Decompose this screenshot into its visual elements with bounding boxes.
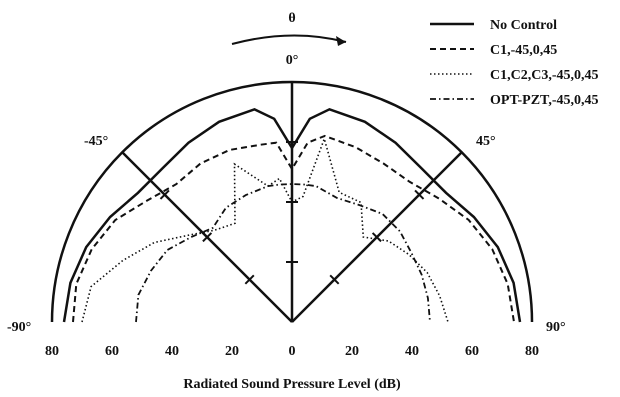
series-line-2 <box>81 136 449 323</box>
radial-tick-6: 40 <box>405 344 419 359</box>
angle-label-minus45: -45° <box>84 134 108 149</box>
spoke-tick <box>414 189 425 200</box>
radial-tick-1: 60 <box>105 344 119 359</box>
legend-label-0: No Control <box>490 18 557 33</box>
radial-tick-7: 60 <box>465 344 479 359</box>
series-line-3 <box>135 183 431 323</box>
legend-label-1: C1,-45,0,45 <box>490 43 557 58</box>
spoke-tick <box>202 232 213 243</box>
radial-tick-8: 80 <box>525 344 539 359</box>
radial-tick-3: 20 <box>225 344 239 359</box>
angle-label-0: 0° <box>286 53 299 68</box>
theta-arrow-head <box>336 36 346 46</box>
spoke-tick <box>244 274 255 285</box>
theta-arrow <box>231 34 347 45</box>
radial-tick-4: 0 <box>289 344 296 359</box>
angle-label-plus45: 45° <box>476 134 496 149</box>
spoke-tick <box>159 189 170 200</box>
legend-label-3: OPT-PZT,-45,0,45 <box>490 93 599 108</box>
legend: No Control C1,-45,0,45 C1,C2,C3,-45,0,45… <box>430 18 599 108</box>
radial-tick-2: 40 <box>165 344 179 359</box>
theta-label: θ <box>288 11 295 26</box>
series-line-0 <box>62 107 522 323</box>
radial-tick-5: 20 <box>345 344 359 359</box>
spoke-tick <box>329 274 340 285</box>
radial-tick-0: 80 <box>45 344 59 359</box>
series-line-1 <box>72 134 515 323</box>
angle-label-plus90: 90° <box>546 320 566 335</box>
x-axis-label: Radiated Sound Pressure Level (dB) <box>183 377 401 392</box>
series-layer <box>62 107 522 323</box>
angle-label-minus90: -90° <box>7 320 31 335</box>
legend-label-2: C1,C2,C3,-45,0,45 <box>490 68 599 83</box>
radial-tick-labels: 80 60 40 20 0 20 40 60 80 <box>45 344 539 359</box>
